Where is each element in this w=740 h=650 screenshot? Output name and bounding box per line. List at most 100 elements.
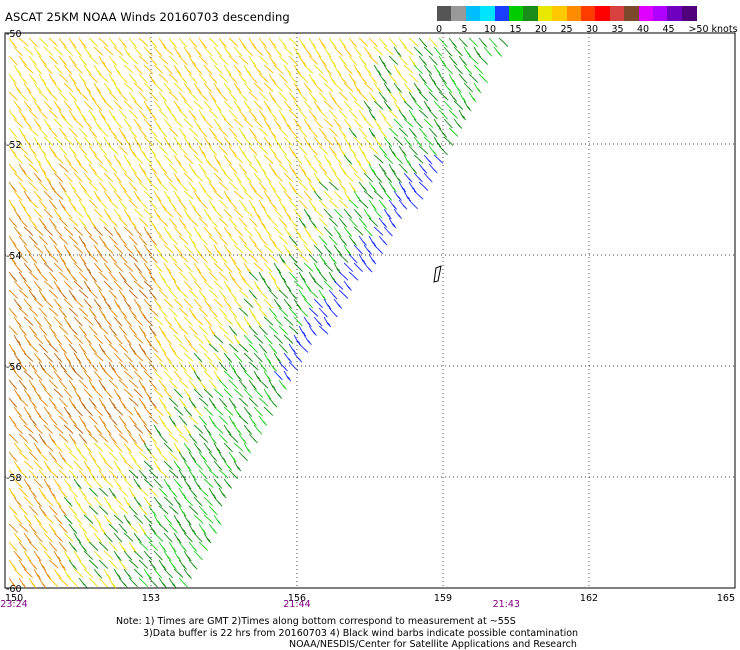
wind-barb: [58, 361, 67, 373]
wind-barb: [323, 118, 334, 128]
wind-barb: [143, 532, 153, 543]
wind-barb: [243, 190, 254, 201]
latitude-label: -52: [6, 140, 22, 151]
wind-barb: [213, 64, 223, 75]
wind-barb: [68, 145, 77, 156]
wind-barb: [308, 325, 317, 336]
wind-barb: [313, 64, 324, 74]
wind-barb: [188, 145, 199, 155]
wind-barb: [243, 154, 253, 165]
wind-barb: [113, 478, 123, 489]
wind-barb: [338, 271, 349, 281]
wind-barb: [93, 100, 103, 111]
wind-barb: [148, 361, 158, 372]
wind-barb: [73, 262, 83, 273]
wind-barb: [33, 406, 42, 418]
wind-barb: [13, 118, 24, 128]
wind-barb: [58, 109, 67, 121]
wind-barb: [78, 343, 87, 355]
wind-barb: [73, 514, 83, 525]
wind-barb: [78, 91, 89, 101]
wind-barb: [363, 244, 373, 255]
wind-barb: [103, 460, 114, 470]
wind-barb: [238, 307, 249, 317]
wind-barb: [473, 46, 482, 58]
wind-barb: [238, 433, 247, 444]
wind-barb: [78, 361, 87, 373]
wind-barb: [253, 46, 264, 56]
wind-barb: [158, 55, 169, 65]
wind-barb: [78, 469, 88, 480]
wind-barb: [393, 46, 402, 58]
wind-barb: [58, 469, 69, 479]
wind-barb: [388, 181, 397, 193]
wind-barb: [108, 433, 118, 444]
wind-barb: [458, 37, 468, 48]
wind-barb: [323, 172, 333, 183]
wind-barb: [138, 469, 148, 480]
wind-barb: [368, 73, 378, 84]
wind-barb: [43, 460, 52, 472]
wind-barb: [243, 262, 252, 274]
wind-barb: [263, 406, 274, 416]
wind-barb: [218, 289, 228, 300]
wind-barb: [383, 82, 392, 94]
wind-barb: [208, 145, 218, 156]
wind-barb: [373, 226, 384, 236]
wind-barb: [283, 172, 294, 183]
wind-barb: [73, 208, 84, 218]
wind-barb: [318, 91, 328, 102]
wind-barb: [178, 109, 189, 119]
wind-barb: [43, 244, 52, 256]
wind-barb: [148, 217, 157, 229]
wind-barb: [28, 343, 39, 353]
wind-barb: [253, 208, 262, 220]
wind-barb: [123, 514, 132, 526]
wind-barb: [103, 550, 114, 560]
wind-barb: [58, 217, 69, 228]
wind-barb: [78, 433, 88, 444]
wind-barb: [178, 523, 187, 535]
wind-barb: [98, 469, 107, 481]
wind-barb: [188, 379, 198, 390]
wind-barb: [228, 109, 238, 120]
wind-barb: [168, 217, 178, 228]
wind-barb: [83, 352, 92, 364]
wind-barb: [283, 298, 293, 309]
wind-barb: [123, 496, 132, 508]
wind-barb: [103, 334, 113, 345]
wind-barb: [358, 127, 368, 138]
wind-barb: [193, 208, 203, 219]
wind-barb: [428, 55, 438, 66]
wind-barb: [148, 397, 157, 409]
wind-barb: [178, 289, 189, 299]
wind-barb: [228, 145, 237, 157]
wind-barb: [263, 370, 272, 382]
map-title: ASCAT 25KM NOAA Winds 20160703 descendin…: [5, 10, 290, 24]
wind-barb: [78, 325, 88, 336]
wind-barb: [73, 568, 84, 578]
wind-barb: [288, 271, 298, 282]
wind-barb: [158, 163, 168, 174]
wind-barb: [163, 154, 173, 165]
wind-barb: [88, 379, 97, 391]
wind-barb: [158, 235, 168, 246]
wind-barb: [23, 82, 32, 94]
wind-barb: [348, 271, 359, 281]
wind-barb: [243, 208, 254, 218]
wind-barb: [253, 226, 262, 238]
note-line-3: NOAA/NESDIS/Center for Satellite Applica…: [289, 639, 577, 650]
wind-barb: [293, 190, 304, 200]
wind-barb: [108, 325, 118, 336]
wind-barb: [193, 532, 203, 543]
wind-barb: [103, 388, 113, 399]
wind-barb: [338, 217, 348, 228]
wind-barb: [213, 478, 223, 489]
wind-barb: [268, 199, 278, 210]
wind-barb: [113, 388, 122, 400]
wind-barb: [83, 226, 93, 237]
wind-barb: [33, 514, 42, 525]
wind-barb: [178, 271, 189, 281]
wind-barb: [298, 37, 307, 49]
wind-barb: [288, 181, 297, 193]
